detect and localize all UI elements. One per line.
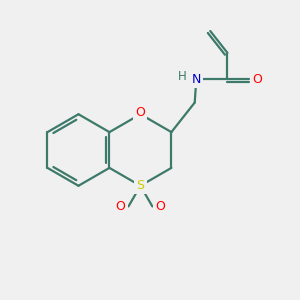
Text: O: O [155, 200, 165, 213]
Text: N: N [192, 73, 201, 86]
Text: H: H [178, 70, 187, 83]
Text: O: O [252, 73, 262, 86]
Text: O: O [116, 200, 126, 213]
Text: S: S [136, 179, 144, 192]
Text: O: O [136, 106, 146, 119]
